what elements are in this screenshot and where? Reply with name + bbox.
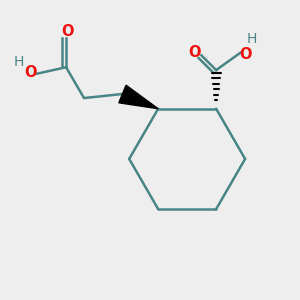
Text: O: O: [239, 47, 252, 62]
Text: H: H: [14, 55, 24, 69]
Text: O: O: [189, 45, 201, 60]
Polygon shape: [119, 85, 158, 109]
Text: O: O: [24, 65, 37, 80]
Text: O: O: [61, 24, 74, 39]
Text: H: H: [247, 32, 257, 46]
